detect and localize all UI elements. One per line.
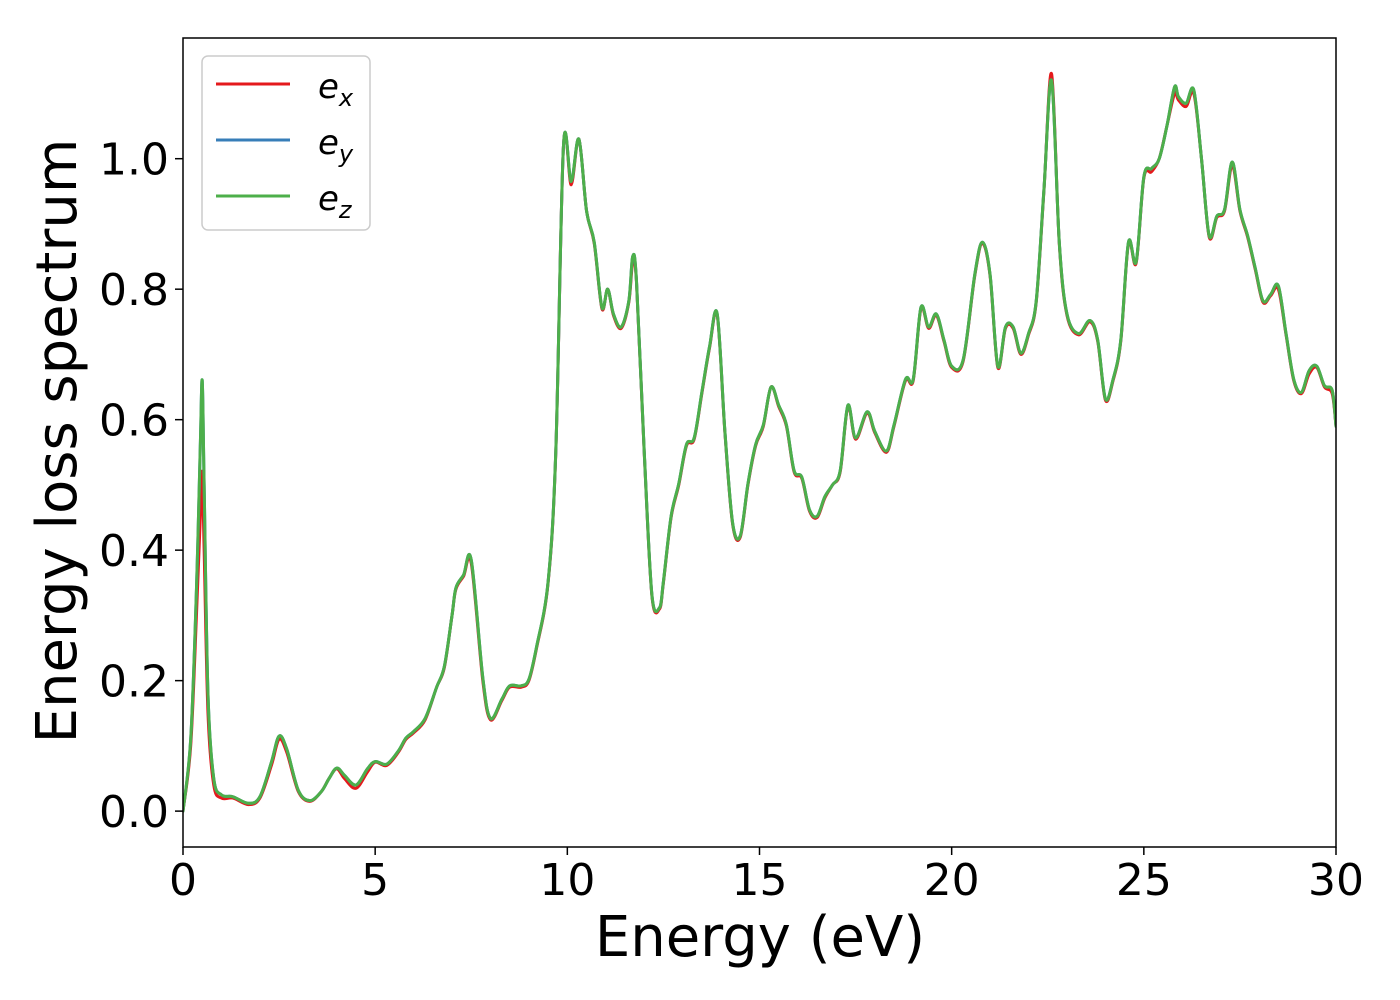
legend-label: ey [318, 123, 354, 168]
x-tick-label: 15 [732, 855, 788, 906]
y-axis: 0.0 0.2 0.4 0.6 0.8 1.0 [99, 135, 183, 838]
legend-label: ex [318, 67, 354, 112]
x-tick-label: 30 [1308, 855, 1364, 906]
legend-entry-z: ez [216, 179, 353, 224]
y-tick-label: 0.2 [99, 657, 169, 708]
legend-entry-y: ey [216, 123, 354, 168]
x-tick-label: 0 [169, 855, 197, 906]
series-layer [183, 72, 1336, 813]
x-axis-label: Energy (eV) [595, 905, 925, 970]
legend: ex ey ez [201, 55, 371, 231]
x-tick-label: 25 [1116, 855, 1172, 906]
legend-items: ex ey ez [216, 67, 354, 224]
x-axis: 0 5 10 15 20 25 30 [169, 847, 1364, 906]
y-tick-label: 0.0 [99, 787, 169, 838]
legend-label: ez [318, 179, 353, 224]
y-axis-label: Energy loss spectrum [25, 139, 90, 744]
y-tick-label: 0.4 [99, 526, 169, 577]
legend-entry-x: ex [216, 67, 354, 112]
series-line-z [183, 78, 1336, 813]
y-tick-label: 0.6 [99, 396, 169, 447]
x-tick-label: 5 [361, 855, 389, 906]
x-tick-label: 20 [924, 855, 980, 906]
y-tick-label: 0.8 [99, 265, 169, 316]
x-tick-label: 10 [539, 855, 595, 906]
y-tick-label: 1.0 [99, 135, 169, 186]
legend-box [201, 55, 371, 231]
